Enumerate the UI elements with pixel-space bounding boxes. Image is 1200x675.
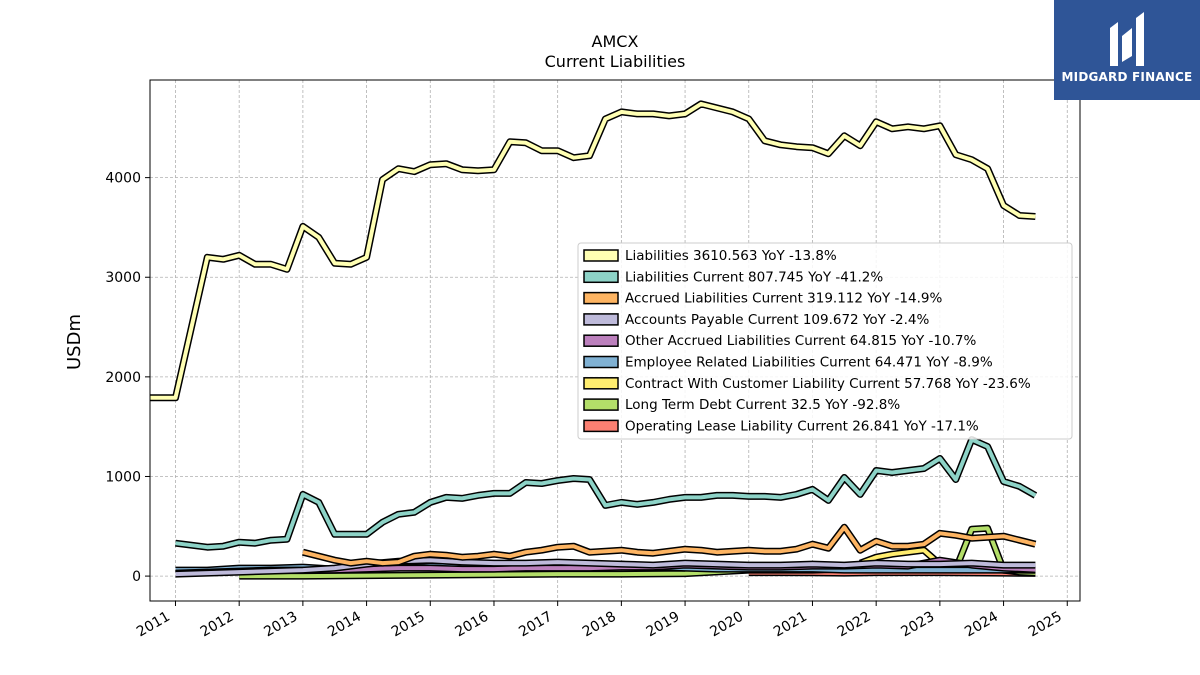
chart-subtitle: Current Liabilities [545,52,686,71]
legend-box [577,242,1073,440]
legend-swatch [583,398,619,411]
legend-swatch [583,249,619,262]
y-axis-label: USDm [64,314,85,370]
x-tick-label: 2021 [771,609,810,641]
legend-swatch [583,334,619,347]
legend-label: Employee Related Liabilities Current 64.… [625,355,993,371]
legend-swatch [583,419,619,433]
legend-swatch [583,313,619,326]
legend-item: Liabilities 3610.563 YoY -13.8% [583,248,837,264]
series-line-fill [302,525,1036,566]
x-tick-label: 2012 [198,609,237,641]
midgard-logo-icon [1110,12,1144,66]
legend-label: Other Accrued Liabilities Current 64.815… [625,333,976,349]
series-line-fill [175,558,1036,577]
x-tick-label: 2013 [261,609,300,641]
legend-item: Accrued Liabilities Current 319.112 YoY … [583,291,942,307]
series-line [302,523,1037,567]
legend-item: Operating Lease Liability Current 26.841… [583,418,979,434]
series-line-fill [150,101,1036,400]
legend-swatch [583,291,619,305]
legend-item: Contract With Customer Liability Current… [583,376,1031,392]
legend-label: Operating Lease Liability Current 26.841… [625,418,979,434]
legend-swatch [583,377,619,390]
x-tick-label: 2011 [134,609,173,641]
x-tick-label: 2014 [325,609,364,641]
series-line [175,556,1036,578]
x-tick-label: 2023 [898,609,937,641]
series-line-fill [175,437,1037,550]
legend-item: Employee Related Liabilities Current 64.… [583,355,993,371]
y-tick-label: 1000 [105,469,141,485]
legend: Liabilities 3610.563 YoY -13.8% Liabiliti… [577,242,1073,440]
legend-label: Long Term Debt Current 32.5 YoY -92.8% [625,397,900,413]
x-tick-label: 2024 [962,609,1001,641]
x-tick-label: 2016 [453,609,492,641]
x-tick-label: 2025 [1026,609,1065,641]
x-tick-label: 2015 [389,609,428,641]
midgard-finance-logo: MIDGARD FINANCE [1054,0,1200,100]
y-tick-label: 2000 [105,370,141,386]
legend-item: Liabilities Current 807.745 YoY -41.2% [583,269,883,285]
legend-label: Contract With Customer Liability Current… [625,376,1031,392]
legend-label: Accrued Liabilities Current 319.112 YoY … [625,291,942,307]
series-line [175,436,1038,551]
y-tick-label: 4000 [105,171,141,187]
chart-title: AMCX [592,32,639,51]
legend-item: Accounts Payable Current 109.672 YoY -2.… [583,312,930,328]
legend-item: Long Term Debt Current 32.5 YoY -92.8% [583,397,900,413]
legend-item: Other Accrued Liabilities Current 64.815… [583,333,976,349]
x-tick-label: 2020 [707,609,746,641]
logo-text: MIDGARD FINANCE [1061,70,1193,84]
legend-swatch [583,355,619,369]
legend-label: Liabilities Current 807.745 YoY -41.2% [625,269,883,285]
y-tick-label: 3000 [105,270,141,286]
y-tick-label: 0 [132,569,141,585]
series-line [150,100,1036,402]
x-tick-label: 2018 [580,609,619,641]
legend-label: Liabilities 3610.563 YoY -13.8% [625,248,837,264]
legend-label: Accounts Payable Current 109.672 YoY -2.… [625,312,930,328]
x-tick-label: 2017 [516,609,555,641]
x-tick-label: 2019 [644,609,683,641]
plot-frame [149,79,1081,602]
x-tick-label: 2022 [835,609,874,641]
legend-swatch [583,270,619,284]
series-lines [150,100,1038,580]
